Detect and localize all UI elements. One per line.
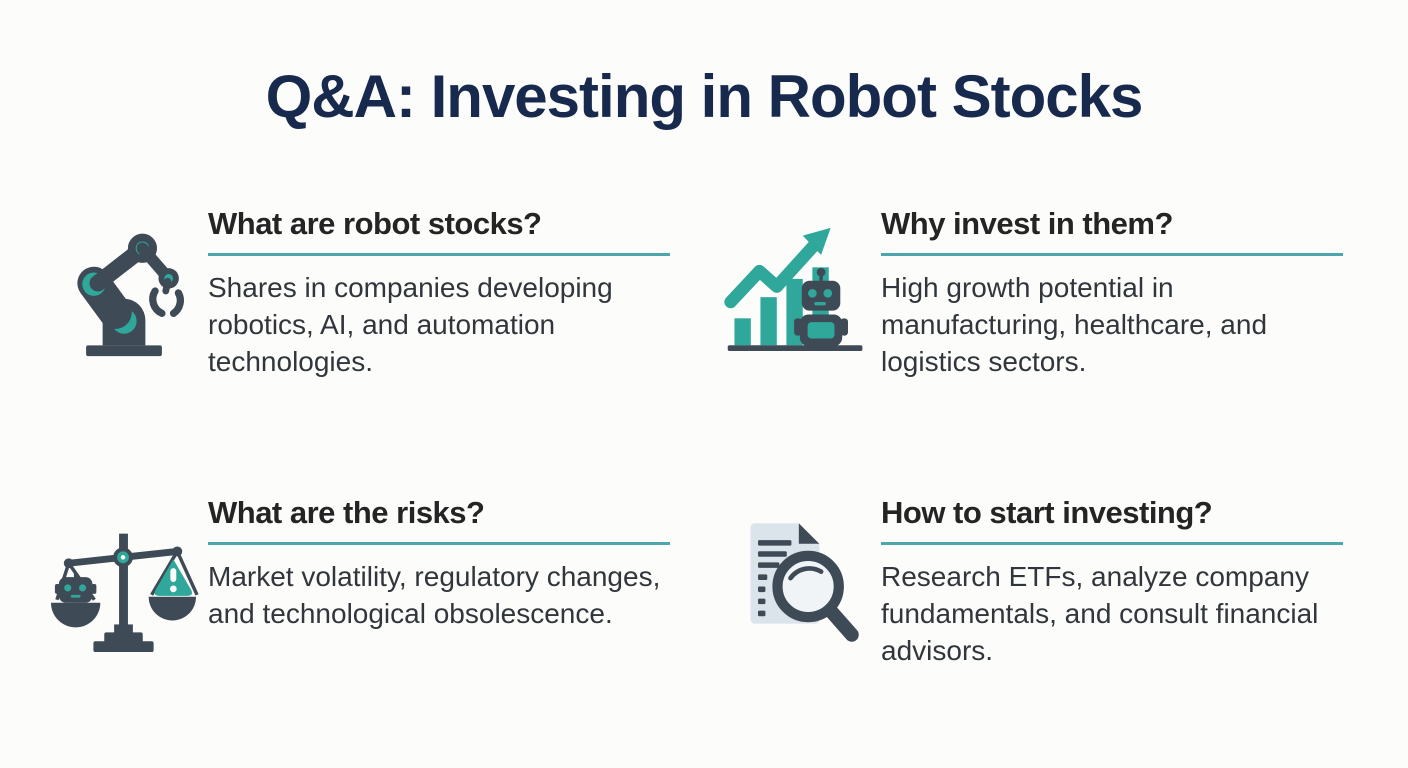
answer-text: Research ETFs, analyze company fundament… [881,561,1319,666]
qa-content: Why invest in them? High growth potentia… [881,205,1353,380]
balance-scale-warning-icon [40,494,208,656]
qa-content: What are robot stocks? Shares in compani… [208,205,672,380]
answer-text: Market volatility, regulatory changes, a… [208,561,661,629]
teal-divider [881,542,1343,545]
qa-content: What are the risks? Market volatility, r… [208,494,672,632]
qa-content: How to start investing? Research ETFs, a… [881,494,1353,669]
document-magnifier-icon [713,494,881,652]
qa-item-why-invest: Why invest in them? High growth potentia… [713,205,1353,380]
robot-arm-icon [40,205,208,359]
question-heading: Why invest in them? [881,206,1173,241]
question-heading: What are the risks? [208,495,485,530]
qa-item-robot-stocks: What are robot stocks? Shares in compani… [40,205,672,380]
teal-divider [881,253,1343,256]
question-heading: What are robot stocks? [208,206,542,241]
growth-chart-robot-icon [713,205,881,352]
teal-divider [208,542,670,545]
question-heading: How to start investing? [881,495,1213,530]
teal-divider [208,253,670,256]
answer-text: High growth potential in manufacturing, … [881,272,1268,377]
qa-item-risks: What are the risks? Market volatility, r… [40,494,672,656]
qa-item-start-investing: How to start investing? Research ETFs, a… [713,494,1353,669]
answer-text: Shares in companies developing robotics,… [208,272,613,377]
page-title: Q&A: Investing in Robot Stocks [265,63,1144,130]
